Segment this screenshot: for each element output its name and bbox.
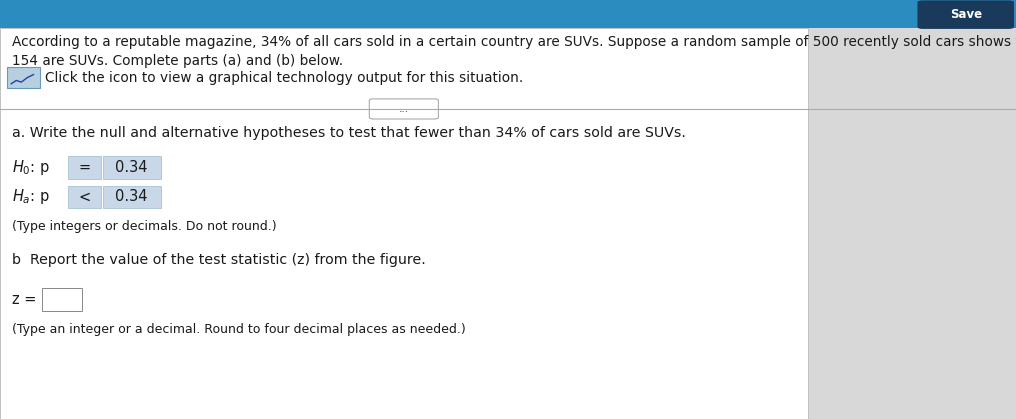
Text: $H_a$: p: $H_a$: p <box>12 187 50 207</box>
Text: z =: z = <box>12 292 37 307</box>
FancyBboxPatch shape <box>103 156 161 179</box>
Text: ...: ... <box>399 104 408 114</box>
FancyBboxPatch shape <box>42 288 82 311</box>
Text: (Type an integer or a decimal. Round to four decimal places as needed.): (Type an integer or a decimal. Round to … <box>12 323 466 336</box>
Text: Save: Save <box>950 8 981 21</box>
Text: Click the icon to view a graphical technology output for this situation.: Click the icon to view a graphical techn… <box>45 70 523 85</box>
Text: 154 are SUVs. Complete parts (a) and (b) below.: 154 are SUVs. Complete parts (a) and (b)… <box>12 54 343 67</box>
FancyBboxPatch shape <box>0 0 1016 28</box>
Text: =: = <box>78 160 90 175</box>
FancyBboxPatch shape <box>917 0 1014 29</box>
Text: <: < <box>78 189 90 204</box>
Text: According to a reputable magazine, 34% of all cars sold in a certain country are: According to a reputable magazine, 34% o… <box>12 35 1016 49</box>
FancyBboxPatch shape <box>7 67 40 88</box>
FancyBboxPatch shape <box>68 156 101 179</box>
Text: a. Write the null and alternative hypotheses to test that fewer than 34% of cars: a. Write the null and alternative hypoth… <box>12 126 686 140</box>
Text: b  Report the value of the test statistic (z) from the figure.: b Report the value of the test statistic… <box>12 253 426 267</box>
FancyBboxPatch shape <box>68 186 101 208</box>
Text: (Type integers or decimals. Do not round.): (Type integers or decimals. Do not round… <box>12 220 276 233</box>
Text: 0.34: 0.34 <box>116 160 147 175</box>
Text: 0.34: 0.34 <box>116 189 147 204</box>
FancyBboxPatch shape <box>103 186 161 208</box>
Text: $H_0$: p: $H_0$: p <box>12 158 50 177</box>
FancyBboxPatch shape <box>0 28 808 419</box>
FancyBboxPatch shape <box>370 99 439 119</box>
